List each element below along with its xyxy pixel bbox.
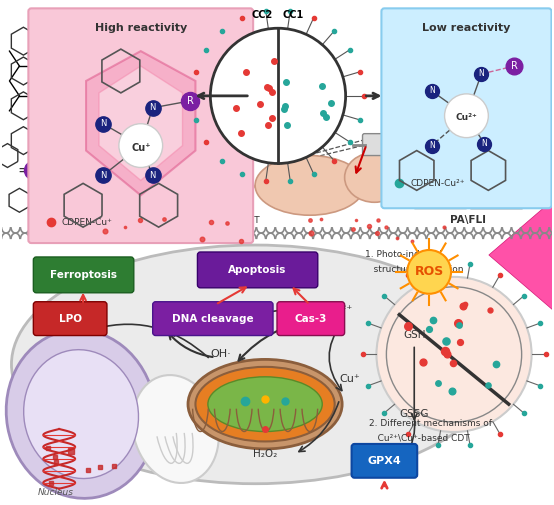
FancyBboxPatch shape (153, 301, 273, 335)
Text: OH·: OH· (210, 349, 230, 360)
Text: Nucleus: Nucleus (38, 488, 74, 496)
Text: Cu⁺: Cu⁺ (131, 142, 151, 153)
Text: • Efficacy comparision of Cu²⁺\Cu⁺-based CDT: • Efficacy comparision of Cu²⁺\Cu⁺-based… (52, 216, 260, 225)
Polygon shape (489, 200, 552, 310)
Text: R: R (30, 166, 37, 175)
FancyBboxPatch shape (33, 301, 107, 335)
Text: N: N (429, 86, 434, 95)
Text: R: R (187, 96, 194, 106)
Ellipse shape (12, 245, 499, 484)
Text: LPO: LPO (59, 314, 81, 324)
Polygon shape (99, 66, 182, 180)
Text: N: N (481, 139, 487, 148)
Text: N: N (100, 171, 106, 180)
Text: Ferroptosis: Ferroptosis (49, 270, 116, 280)
Circle shape (407, 250, 451, 294)
Text: Cu²⁺: Cu²⁺ (455, 113, 478, 122)
Text: N: N (150, 104, 156, 112)
Text: GSSG: GSSG (399, 409, 429, 419)
FancyBboxPatch shape (470, 161, 522, 208)
Ellipse shape (208, 377, 322, 431)
Circle shape (368, 135, 401, 167)
Ellipse shape (255, 156, 365, 215)
Text: N: N (100, 119, 106, 128)
Text: N: N (479, 70, 484, 78)
Polygon shape (86, 51, 196, 195)
Text: High reactivity: High reactivity (95, 23, 187, 33)
Text: Cas-3: Cas-3 (295, 314, 327, 324)
Ellipse shape (196, 367, 335, 441)
Text: 1. Photo-induced: 1. Photo-induced (365, 250, 442, 259)
Ellipse shape (24, 349, 138, 479)
Text: GPX4: GPX4 (367, 456, 401, 466)
Circle shape (119, 124, 163, 168)
Text: structure disruption: structure disruption (365, 265, 463, 274)
Text: CDPEN-Cu⁺: CDPEN-Cu⁺ (61, 218, 112, 227)
FancyBboxPatch shape (197, 252, 318, 288)
Text: H₂O₂: H₂O₂ (253, 449, 277, 459)
Text: CDPEN-Cu²⁺: CDPEN-Cu²⁺ (411, 179, 465, 188)
Text: GSH: GSH (403, 330, 425, 339)
FancyBboxPatch shape (362, 134, 421, 156)
Circle shape (211, 28, 346, 164)
Text: Apoptosis: Apoptosis (228, 265, 286, 275)
FancyBboxPatch shape (28, 9, 253, 243)
Text: R: R (511, 61, 517, 71)
Text: N: N (429, 141, 434, 150)
Text: DNA cleavage: DNA cleavage (172, 314, 253, 324)
Text: CC1: CC1 (283, 10, 304, 20)
Text: Low reactivity: Low reactivity (422, 23, 511, 33)
Ellipse shape (132, 375, 219, 483)
Circle shape (377, 277, 532, 432)
Text: 2. Different mechanisms of: 2. Different mechanisms of (370, 419, 493, 428)
FancyBboxPatch shape (381, 9, 551, 208)
Text: Cu²⁺\Cu⁺-based CDT: Cu²⁺\Cu⁺-based CDT (370, 434, 470, 443)
FancyBboxPatch shape (277, 301, 345, 335)
FancyBboxPatch shape (414, 161, 466, 208)
Text: =: = (17, 163, 30, 178)
Text: Cu²⁺: Cu²⁺ (327, 305, 352, 315)
Ellipse shape (345, 153, 404, 203)
FancyBboxPatch shape (33, 257, 134, 293)
Ellipse shape (6, 330, 156, 498)
FancyBboxPatch shape (352, 444, 417, 478)
Text: ROS: ROS (414, 266, 444, 278)
Text: PA\FLI: PA\FLI (450, 215, 486, 225)
Circle shape (444, 94, 488, 138)
Text: • Stabilization of highly reactive Cu⁺: • Stabilization of highly reactive Cu⁺ (52, 198, 218, 207)
Ellipse shape (188, 360, 342, 449)
Text: Cu⁺: Cu⁺ (339, 374, 360, 384)
Text: CC2: CC2 (252, 10, 273, 20)
Text: N: N (150, 171, 156, 180)
